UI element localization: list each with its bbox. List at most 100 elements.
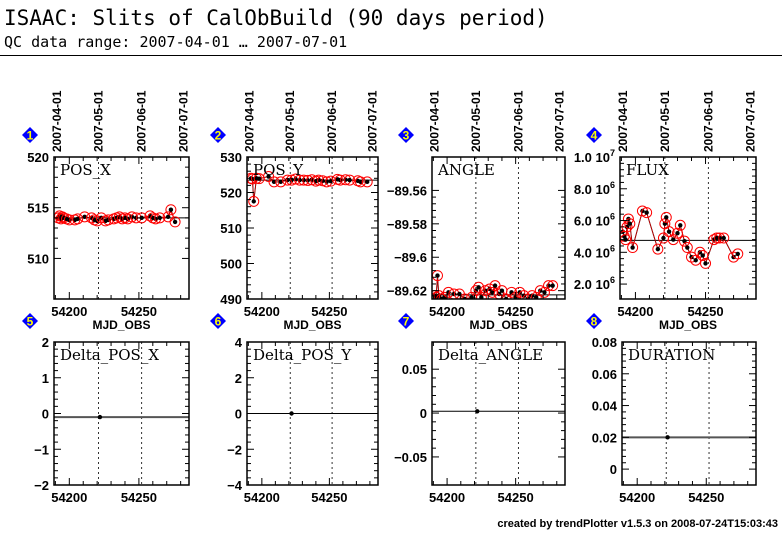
data-point [165, 214, 171, 220]
data-point [82, 214, 87, 220]
panel-pos-x: 1 2007-04-01 2007-05-01 2007-06-01 2007-07-0… [22, 90, 190, 332]
data-point-circle [530, 291, 542, 299]
data-point [721, 235, 726, 241]
y-tick-label: −2 [34, 478, 49, 493]
data-point [364, 179, 370, 185]
data-point-circle [475, 291, 487, 299]
data-point-circle [538, 286, 550, 298]
x-tick-label: 54250 [688, 490, 724, 505]
x-tick-label: 54250 [498, 490, 534, 505]
date-tick-label: 2007-07-01 [366, 90, 380, 152]
date-tick-label: 2007-06-01 [701, 90, 715, 152]
panel-badge-number: 5 [27, 315, 34, 329]
y-tick-label: 2.0 106 [574, 275, 615, 292]
panel-angle: 3 2007-04-01 2007-05-01 2007-06-01 2007-07-0… [387, 90, 567, 332]
data-point-circle [72, 213, 84, 225]
data-point [534, 295, 539, 299]
data-point [266, 174, 271, 179]
data-point-circle [169, 216, 181, 228]
y-tick-label: 530 [220, 150, 242, 165]
data-point-circle [79, 211, 91, 223]
data-point [623, 237, 628, 242]
x-axis-label: MJD_OBS [92, 318, 150, 332]
data-point-circle [522, 293, 534, 299]
data-point-circle [344, 174, 356, 186]
date-tick-label: 2007-04-01 [428, 90, 442, 152]
y-tick-label: 0 [610, 462, 617, 477]
y-tick-label: 4 [235, 335, 243, 350]
plot-area [54, 204, 189, 228]
panel-badge-number: 1 [27, 129, 34, 143]
data-point [358, 179, 363, 185]
data-point [682, 238, 687, 244]
data-point-circle [667, 234, 679, 246]
panel-title: ANGLE [437, 161, 495, 179]
y-tick-label: 0 [235, 407, 242, 422]
data-point [133, 215, 139, 221]
data-point-circle [732, 248, 744, 260]
date-tick-label: 2007-05-01 [658, 90, 672, 152]
date-tick-label: 2007-06-01 [511, 90, 525, 152]
data-point-circle [700, 257, 712, 269]
data-point [168, 207, 174, 212]
data-point-circle [165, 204, 177, 216]
footer-credit: created by trendPlotter v1.5.3 on 2008-0… [497, 518, 778, 530]
panel-pos-y: 2 2007-04-01 2007-05-01 2007-06-01 2007-07-0… [210, 90, 380, 332]
y-tick-label: 2 [235, 371, 242, 386]
y-tick-label: 510 [27, 251, 49, 266]
data-point-circle [678, 235, 690, 247]
y-tick-label: −89.62 [387, 284, 427, 299]
plot-area [432, 409, 565, 414]
page-subtitle: QC data range: 2007-04-01 … 2007-07-01 [4, 33, 348, 51]
plot-frame [431, 156, 566, 300]
x-tick-label: 54200 [244, 490, 280, 505]
panel-badge-icon [586, 127, 602, 143]
data-point-circle [652, 243, 664, 255]
data-point [492, 283, 498, 288]
data-point [278, 179, 283, 185]
panel-flux: 4 2007-04-01 2007-05-01 2007-06-01 2007-07-0… [574, 90, 758, 332]
panel-duration: 8 54200 54250 0 0.02 0.04 0.06 0.08 DURATION [586, 313, 757, 505]
y-tick-exponent: 6 [610, 243, 615, 253]
x-tick-label: 54250 [121, 490, 157, 505]
date-tick-label: 2007-07-01 [743, 90, 757, 152]
plot-area [54, 414, 189, 420]
x-tick-label: 54250 [121, 304, 157, 319]
y-tick-label: −89.58 [387, 217, 427, 232]
panel-badge-icon [586, 313, 602, 329]
data-point [479, 295, 484, 299]
data-point-circle [275, 176, 287, 188]
y-tick-label: 0 [42, 407, 49, 422]
date-tick-label: 2007-05-01 [469, 90, 483, 152]
data-point [139, 215, 144, 221]
data-point [627, 221, 633, 226]
y-tick-label: −89.56 [387, 183, 427, 198]
panel-title: DURATION [628, 346, 715, 364]
y-tick-label: 510 [220, 221, 242, 236]
y-tick-label: −2 [227, 442, 242, 457]
data-point [328, 178, 333, 184]
data-point [735, 251, 740, 257]
panel-badge-number: 2 [215, 129, 222, 143]
data-point-circle [500, 293, 512, 299]
panel-badge-number: 7 [403, 315, 410, 329]
y-tick-label: 1 [42, 371, 49, 386]
y-tick-label: 0 [420, 406, 427, 421]
x-tick-label: 54200 [51, 490, 87, 505]
data-point [475, 409, 480, 414]
data-point [289, 411, 294, 416]
data-point [256, 176, 262, 181]
data-point [271, 179, 277, 185]
panel-badge-icon [22, 127, 38, 143]
x-tick-label: 54200 [429, 490, 465, 505]
data-point [343, 177, 348, 182]
data-point [97, 414, 103, 420]
data-point [693, 258, 698, 263]
y-tick-label: 1.0 107 [574, 148, 615, 165]
x-tick-label: 54200 [429, 304, 465, 319]
y-tick-label: 4.0 106 [574, 243, 615, 260]
panel-badge-icon [398, 127, 414, 143]
data-point [435, 273, 440, 278]
y-tick-exponent: 6 [610, 180, 615, 190]
data-point-circle [624, 218, 636, 230]
